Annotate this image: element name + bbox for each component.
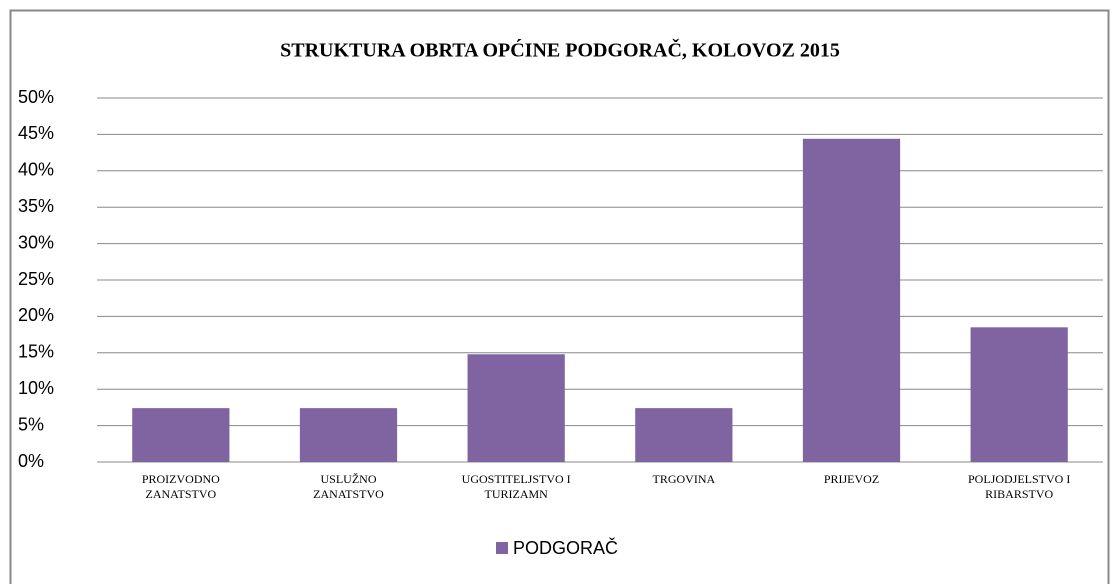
x-tick-label: PROIZVODNO ZANATSTVO: [142, 472, 220, 501]
x-tick-label-line: ZANATSTVO: [313, 487, 384, 501]
legend-label: PODGORAČ: [513, 537, 618, 558]
legend-swatch: [496, 542, 508, 554]
bar: [970, 327, 1068, 462]
x-tick-label: USLUŽNO ZANATSTVO: [313, 472, 384, 501]
y-tick-label: 45%: [18, 123, 54, 143]
x-tick-label-line: TRGOVINA: [652, 472, 715, 486]
y-tick-label: 35%: [18, 196, 54, 216]
x-tick-label: TRGOVINA: [652, 472, 715, 486]
bar: [802, 138, 901, 462]
y-tick-label: 20%: [18, 305, 54, 325]
x-tick-label-line: POLJODJELSTVO I: [968, 472, 1070, 486]
x-tick-label-line: ZANATSTVO: [145, 487, 216, 501]
y-tick-label: 40%: [18, 160, 54, 180]
x-tick-label-line: RIBARSTVO: [985, 487, 1053, 501]
x-tick-label: POLJODJELSTVO I RIBARSTVO: [968, 472, 1070, 501]
x-tick-label-line: TURIZAMN: [485, 487, 549, 501]
x-tick-label-line: PROIZVODNO: [142, 472, 220, 486]
bar: [467, 354, 565, 462]
bar: [132, 408, 230, 462]
y-tick-label: 15%: [18, 342, 54, 362]
bar: [299, 408, 398, 462]
x-tick-label-line: UGOSTITELJSTVO I: [462, 472, 571, 486]
y-tick-label: 30%: [18, 232, 54, 252]
x-tick-label-line: USLUŽNO: [321, 472, 377, 486]
y-tick-label: 50%: [18, 87, 54, 107]
x-tick-label: UGOSTITELJSTVO I TURIZAMN: [462, 472, 571, 501]
bar: [635, 408, 733, 462]
y-tick-label: 0%: [18, 451, 44, 471]
y-tick-label: 5%: [18, 414, 44, 434]
chart-border: [9, 9, 1110, 584]
x-tick-label-line: PRIJEVOZ: [824, 472, 879, 486]
chart-title: STRUKTURA OBRTA OPĆINE PODGORAČ, KOLOVOZ…: [280, 38, 840, 62]
y-tick-label: 25%: [18, 269, 54, 289]
x-tick-label: PRIJEVOZ: [824, 472, 879, 486]
y-tick-label: 10%: [18, 378, 54, 398]
